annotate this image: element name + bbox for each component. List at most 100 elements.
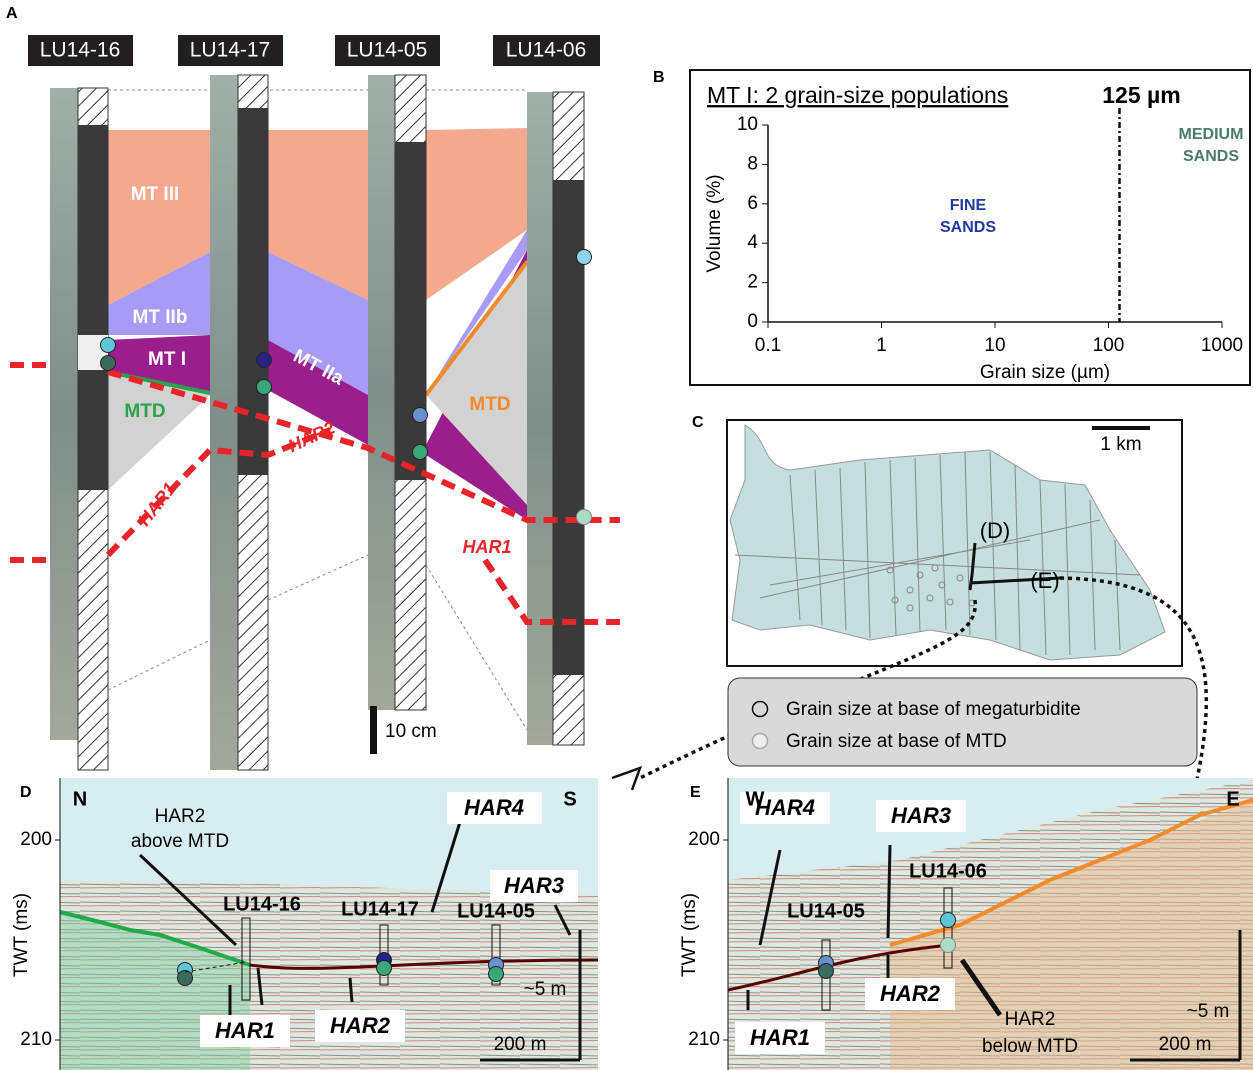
horizon-label: HAR1 xyxy=(134,479,180,530)
horizon-label: HAR1 xyxy=(215,1018,275,1043)
correlation-line xyxy=(108,640,210,690)
sample-dot xyxy=(257,353,272,368)
scale-label: 10 cm xyxy=(385,721,437,742)
axis-title: TWT (ms) xyxy=(11,893,32,977)
scale-bar xyxy=(370,706,377,754)
sample-dot xyxy=(178,971,193,986)
core-label: LU14-05 xyxy=(457,900,535,922)
note: below MTD xyxy=(982,1036,1078,1057)
y-tick-label: 10 xyxy=(737,114,758,135)
core-label: LU14-05 xyxy=(347,39,428,62)
panel-a: A LU14-16 LU14-17 LU14-05 LU14-06 MT III… xyxy=(6,5,620,770)
scale-label: 1 km xyxy=(1100,434,1141,455)
sample-dot xyxy=(413,408,428,423)
sample-dot xyxy=(941,938,956,953)
scale-label: 200 m xyxy=(1159,1034,1212,1055)
sample-dot xyxy=(413,445,428,460)
sample-dot xyxy=(101,356,116,371)
body: A LU14-16 LU14-17 LU14-05 LU14-06 MT III… xyxy=(0,0,1253,1070)
panel-e: E HAR4 HAR3 HAR2 HAR1 W E HAR2 below MTD… xyxy=(679,778,1253,1070)
scale-label: 200 m xyxy=(494,1034,547,1055)
panel-label: D xyxy=(20,784,32,801)
figure: A LU14-16 LU14-17 LU14-05 LU14-06 MT III… xyxy=(0,0,1253,1070)
horizon-label: HAR2 xyxy=(285,417,338,456)
annotation: SANDS xyxy=(940,219,996,236)
y-tick-label: 8 xyxy=(747,153,758,174)
unit-label: MTD xyxy=(469,394,510,415)
core-photo xyxy=(368,75,395,710)
threshold-label: 125 µm xyxy=(1102,82,1180,108)
direction: W xyxy=(746,788,765,810)
direction: S xyxy=(563,788,576,810)
core-label: LU14-16 xyxy=(223,893,301,915)
note: above MTD xyxy=(131,831,229,852)
panel-b: B 0 2 4 6 8 10 0.1 1 10 100 1000 Grain size (µm) Vol… xyxy=(653,69,1250,385)
annotation: SANDS xyxy=(1183,148,1239,165)
horizon-label: HAR3 xyxy=(504,873,564,898)
core-xray xyxy=(78,125,108,490)
x-tick-label: 100 xyxy=(1093,335,1125,356)
arrow xyxy=(350,978,352,1002)
panel-label: C xyxy=(692,414,704,431)
note: HAR2 xyxy=(1005,1009,1056,1030)
y-tick-label: 4 xyxy=(747,232,758,253)
core-label: LU14-06 xyxy=(909,860,987,882)
panel-d: D HAR4 HAR3 HAR1 HAR2 N S HAR2 above MTD… xyxy=(11,778,598,1070)
panel-c: C 1 km (D) (E) Grain size at base of meg… xyxy=(612,414,1206,825)
horizon-label: HAR2 xyxy=(330,1013,391,1038)
profile-label: (E) xyxy=(1030,568,1059,593)
x-tick-label: 0.1 xyxy=(755,335,781,356)
legend-text: Grain size at base of MTD xyxy=(786,731,1007,752)
core-photo xyxy=(527,92,553,745)
unit-label: MT III xyxy=(131,184,180,205)
x-axis-title: Grain size (µm) xyxy=(980,362,1110,383)
legend-box xyxy=(728,678,1197,766)
unit-label: MT IIb xyxy=(133,307,188,328)
direction: N xyxy=(73,788,87,810)
horizon-label: HAR3 xyxy=(891,803,951,828)
axis-title: TWT (ms) xyxy=(679,893,700,977)
core-label: LU14-17 xyxy=(190,39,271,62)
sample-dot xyxy=(489,967,504,982)
horizon-label: HAR1 xyxy=(462,537,511,557)
correlation-line xyxy=(268,555,368,600)
sample-dot xyxy=(819,964,834,979)
axis-label: 200 xyxy=(688,829,720,850)
x-tick-label: 1 xyxy=(876,335,887,356)
arrow-head xyxy=(612,768,640,790)
note: HAR2 xyxy=(155,806,206,827)
annotation: FINE xyxy=(950,197,987,214)
sample-dot xyxy=(377,961,392,976)
sample-dot xyxy=(101,338,116,353)
scale-label: ~5 m xyxy=(524,979,567,1000)
scale-label: ~5 m xyxy=(1187,1001,1230,1022)
horizon-label: HAR4 xyxy=(464,795,524,820)
sample-dot xyxy=(577,510,592,525)
y-tick-label: 2 xyxy=(747,272,758,293)
core-label: LU14-06 xyxy=(506,39,587,62)
direction: E xyxy=(1226,788,1239,810)
mt3-unit xyxy=(426,128,527,300)
page: {"panel_a":{"label":"A","cores":["LU14-1… xyxy=(0,0,1253,1070)
profile-label: (D) xyxy=(980,518,1011,543)
x-tick-label: 10 xyxy=(984,335,1005,356)
unit-label: MTD xyxy=(124,401,165,422)
sample-dot xyxy=(257,380,272,395)
axis-label: 210 xyxy=(688,1029,720,1050)
core-xray xyxy=(395,142,426,480)
y-axis-title: Volume (%) xyxy=(704,174,725,272)
x-tick-label: 1000 xyxy=(1201,335,1243,356)
core-photo xyxy=(210,75,238,770)
core-photo xyxy=(50,88,78,740)
axis-label: 210 xyxy=(20,1029,52,1050)
core-label: LU14-16 xyxy=(40,39,121,62)
panel-label: B xyxy=(653,69,665,86)
y-tick-label: 6 xyxy=(747,193,758,214)
chart-title: MT I: 2 grain-size populations xyxy=(707,82,1008,108)
axis-label: 200 xyxy=(20,829,52,850)
horizon-label: HAR1 xyxy=(750,1025,810,1050)
arrow xyxy=(888,845,890,938)
y-tick-label: 0 xyxy=(747,311,758,332)
legend-text: Grain size at base of megaturbidite xyxy=(786,699,1081,720)
sample-dot xyxy=(941,913,956,928)
